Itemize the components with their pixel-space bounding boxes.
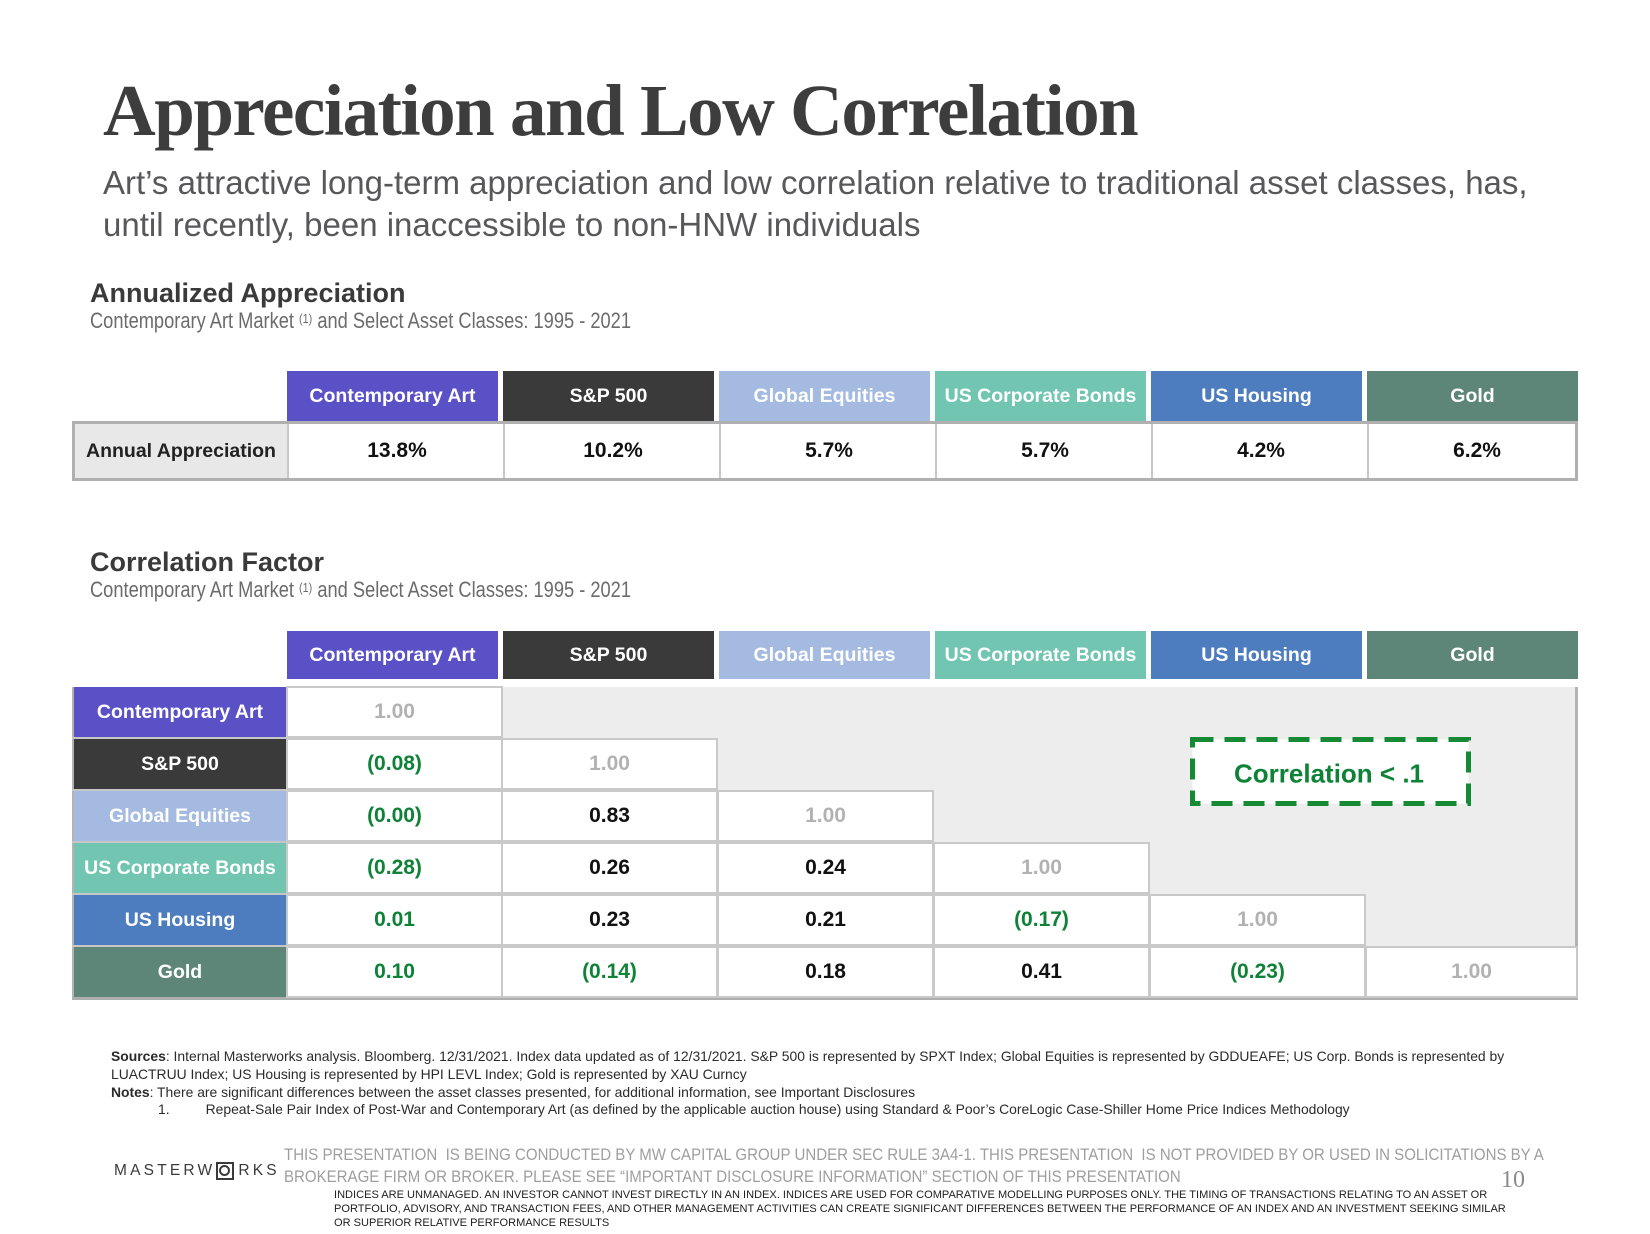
svg-text:Correlation < .1: Correlation < .1 <box>1234 759 1424 789</box>
